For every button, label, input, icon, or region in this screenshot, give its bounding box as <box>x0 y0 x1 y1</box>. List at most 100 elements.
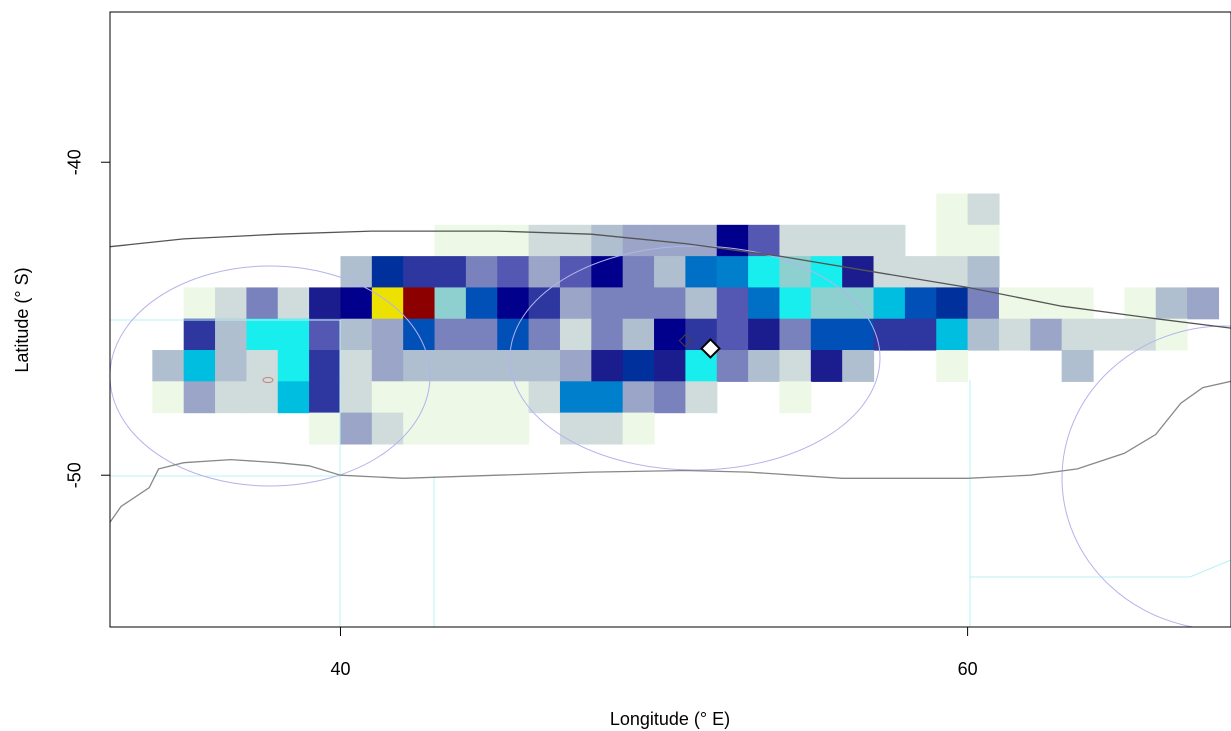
heatmap-cell <box>622 412 655 445</box>
heatmap-cell <box>873 224 906 257</box>
heatmap-cell <box>403 287 436 320</box>
x-tick-label: 60 <box>958 659 978 679</box>
heatmap-cell <box>904 256 937 289</box>
heatmap-cell <box>716 256 749 289</box>
heatmap-cell <box>215 287 247 320</box>
y-tick-label: -50 <box>65 462 85 488</box>
heatmap-cell <box>748 350 781 382</box>
heatmap-cell <box>904 287 937 320</box>
heatmap-cell <box>591 381 624 414</box>
heatmap-cell <box>528 318 561 351</box>
heatmap-cell <box>936 287 969 320</box>
heatmap-cell <box>685 256 718 289</box>
heatmap-cell <box>183 381 216 414</box>
heatmap-cell <box>434 412 467 445</box>
heatmap-cell <box>1124 318 1157 351</box>
heatmap-cell <box>371 318 404 351</box>
heatmap-cell <box>528 256 561 289</box>
heatmap-cell <box>497 287 530 320</box>
heatmap-cell <box>152 350 185 382</box>
heatmap-cell <box>246 350 279 382</box>
boundary-line <box>969 380 1231 627</box>
heatmap-cell <box>559 412 592 445</box>
heatmap-cell <box>810 256 843 289</box>
heatmap-cell <box>340 381 373 414</box>
heatmap-cell <box>622 287 655 320</box>
heatmap-cell <box>654 256 686 289</box>
heatmap-cell <box>748 287 781 320</box>
heatmap-cell <box>465 350 498 382</box>
heatmap-cell <box>497 350 530 382</box>
heatmap-cell <box>465 287 498 320</box>
range-ring <box>110 265 431 487</box>
heatmap-cell <box>591 318 624 351</box>
heatmap-cell <box>434 350 467 382</box>
heatmap-cell <box>622 350 655 382</box>
heatmap-cell <box>497 381 530 414</box>
heatmap-cell <box>685 224 718 257</box>
heatmap-cell <box>967 224 1000 257</box>
y-axis: -40 -50 <box>65 149 110 488</box>
heatmap-cell <box>465 318 498 351</box>
heatmap-cell <box>340 318 373 351</box>
heatmap-cell <box>1124 287 1157 320</box>
range-ring <box>509 245 881 471</box>
small-island <box>262 377 274 383</box>
x-tick-label: 40 <box>330 659 350 679</box>
heatmap-cell <box>434 256 467 289</box>
heatmap-cell <box>1187 287 1220 320</box>
heatmap-cell <box>465 412 498 445</box>
heatmap-cell <box>779 224 812 257</box>
heatmap-cell <box>622 318 655 351</box>
heatmap-cell <box>340 350 373 382</box>
heatmap-cell <box>904 318 937 351</box>
heatmap-cell <box>810 224 843 257</box>
range-ring <box>1061 325 1231 627</box>
heatmap-cell <box>716 318 749 351</box>
heatmap-cell <box>936 350 969 382</box>
heatmap-cell <box>152 381 185 414</box>
heatmap-cell <box>309 287 342 320</box>
heatmap-cell <box>873 287 906 320</box>
heatmap-cell <box>654 318 686 351</box>
heatmap-cell <box>685 287 718 320</box>
heatmap-cell <box>936 318 969 351</box>
heatmap-cell <box>967 193 1000 226</box>
heatmap-cell <box>622 256 655 289</box>
heatmap-cell <box>1061 350 1094 382</box>
heatmap-cell <box>654 287 686 320</box>
heatmap-cell <box>403 318 436 351</box>
heatmap-cell <box>277 381 310 414</box>
heatmap-cell <box>434 224 467 257</box>
map-overlays <box>110 245 1231 627</box>
heatmap-cell <box>936 193 969 226</box>
heatmap-cell <box>779 287 812 320</box>
heatmap-cell <box>967 256 1000 289</box>
heatmap-cell <box>277 287 310 320</box>
heatmap-cell <box>465 381 498 414</box>
heatmap-cell <box>215 318 247 351</box>
heatmap-cell <box>842 350 875 382</box>
heatmap-cell <box>1030 318 1063 351</box>
heatmap-cells <box>152 193 1220 445</box>
heatmap-cell <box>371 350 404 382</box>
heatmap-cell <box>842 318 875 351</box>
plot-area <box>110 193 1231 627</box>
boundary-line <box>110 319 341 627</box>
heatmap-cell <box>591 412 624 445</box>
heatmap-cell <box>215 350 247 382</box>
heatmap-cell <box>559 350 592 382</box>
diamond-marker-small <box>678 333 693 348</box>
heatmap-cell <box>309 318 342 351</box>
heatmap-cell <box>810 350 843 382</box>
heatmap-cell <box>403 256 436 289</box>
heatmap-cell <box>842 287 875 320</box>
heatmap-cell <box>434 381 467 414</box>
x-axis: 40 60 <box>330 627 978 679</box>
heatmap-cell <box>1155 287 1188 320</box>
y-axis-label: Latitude (° S) <box>12 267 32 372</box>
heatmap-cell <box>591 350 624 382</box>
heatmap-cell <box>842 224 875 257</box>
location-markers <box>678 333 721 359</box>
